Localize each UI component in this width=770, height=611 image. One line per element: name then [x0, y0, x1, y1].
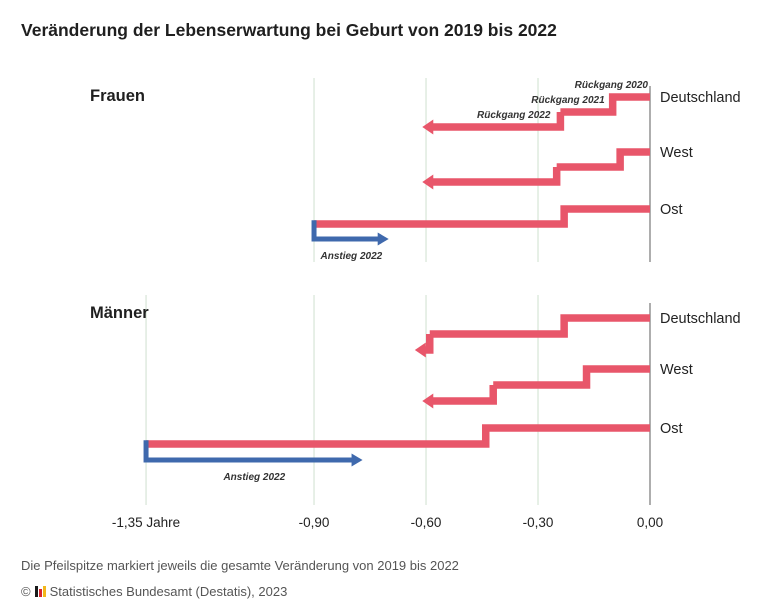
decline-arrowhead [414, 342, 426, 358]
copyright-symbol: © [21, 584, 31, 599]
series-label: West [660, 145, 693, 161]
decline-segment-2022 [431, 385, 497, 405]
series-label: Deutschland [660, 90, 741, 106]
series-label: Deutschland [660, 311, 741, 327]
decline-arrowhead [422, 393, 434, 409]
increase-arrowhead [351, 453, 363, 467]
step-annotation: Anstieg 2022 [320, 251, 383, 262]
destatis-logo-icon [34, 586, 47, 597]
increase-segment-2022 [311, 220, 380, 242]
footnote: Die Pfeilspitze markiert jeweils die ges… [21, 558, 459, 573]
decline-segment [314, 205, 650, 228]
tick-label-0: -1,35 Jahre [112, 515, 180, 530]
step-annotation: Rückgang 2021 [531, 95, 605, 106]
source-line: © Statistisches Bundesamt (Destatis), 202… [21, 584, 287, 599]
decline-segment-2022 [431, 167, 561, 186]
decline-segment [493, 365, 650, 389]
increase-segment-2022 [143, 440, 354, 463]
panel-title: Männer [90, 304, 149, 322]
decline-segment [556, 148, 650, 171]
panel-title: Frauen [90, 87, 145, 105]
series-label: West [660, 362, 693, 378]
decline-segment [560, 93, 650, 116]
series-layer [143, 93, 650, 467]
decline-arrowhead [422, 119, 434, 135]
series-label: Ost [660, 421, 683, 437]
decline-segment [146, 424, 650, 448]
tick-label-2: -0,60 [411, 515, 442, 530]
series-label: Ost [660, 202, 683, 218]
decline-segment [429, 314, 650, 338]
step-annotation: Rückgang 2020 [575, 80, 649, 91]
step-annotation: Anstieg 2022 [222, 472, 285, 483]
decline-segment-2022 [431, 112, 565, 131]
tick-label-3: -0,30 [523, 515, 554, 530]
chart-title: Veränderung der Lebenserwartung bei Gebu… [21, 20, 557, 40]
source-text: Statistisches Bundesamt (Destatis), 2023 [49, 584, 288, 599]
decline-arrowhead [422, 174, 434, 190]
tick-label-1: -0,90 [299, 515, 330, 530]
tick-label-4: 0,00 [637, 515, 663, 530]
increase-arrowhead [377, 232, 389, 246]
label-layer: -1,35 Jahre -0,90 -0,60 -0,30 0,00 Frauen Deut… [90, 80, 741, 530]
grid-layer [145, 78, 651, 505]
step-annotation: Rückgang 2022 [477, 110, 551, 121]
